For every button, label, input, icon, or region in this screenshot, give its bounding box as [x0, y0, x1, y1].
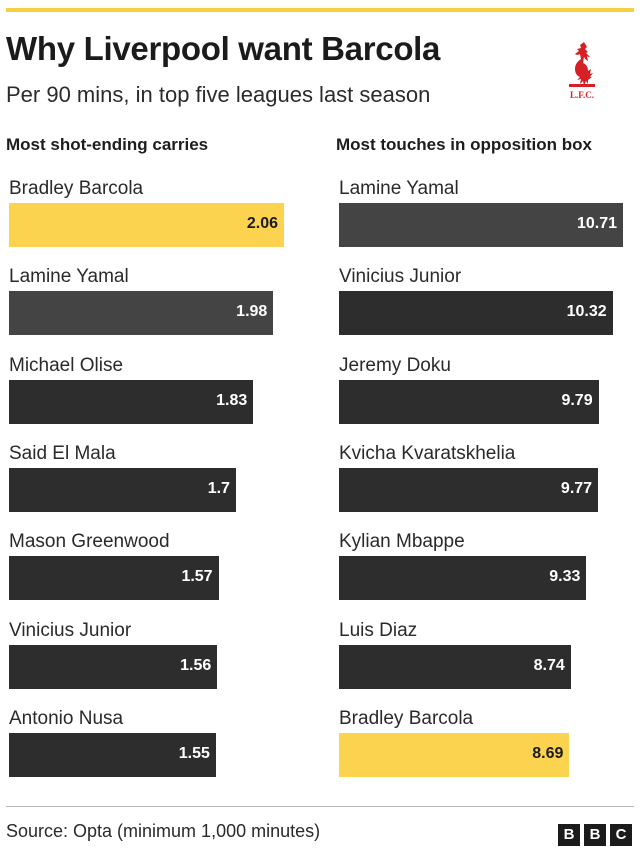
carries-player-label: Said El Mala [9, 442, 116, 464]
carries-bar: 1.98 [9, 291, 274, 336]
touches-value-label: 9.33 [549, 568, 581, 586]
touches-value-label: 10.71 [576, 215, 617, 232]
top-accent-rule [6, 8, 634, 12]
touches-player-label: Bradley Barcola [339, 707, 474, 729]
carries-bar: 2.06 [9, 203, 284, 247]
carries-bar: 1.7 [9, 467, 236, 512]
carries-player-label: Antonio Nusa [9, 707, 124, 729]
liverbird-crest-icon: L.F.C. [569, 42, 595, 100]
bbc-logo-letter: C [610, 824, 632, 846]
touches-bar: 9.33 [339, 556, 587, 601]
carries-player-label: Bradley Barcola [9, 178, 144, 199]
carries-bar: 1.83 [9, 379, 254, 424]
carries-bar: 1.55 [9, 732, 216, 777]
carries-value-label: 1.7 [207, 479, 230, 497]
carries-value-label: 1.98 [236, 303, 268, 321]
footer-rule [6, 806, 634, 807]
touches-bar: 9.79 [339, 379, 599, 424]
touches-bar: 10.71 [339, 203, 623, 247]
chart-title: Why Liverpool want Barcola [6, 30, 441, 67]
carries-value-label: 1.55 [178, 744, 210, 762]
carries-player-label: Mason Greenwood [9, 531, 170, 553]
carries-player-label: Lamine Yamal [9, 266, 129, 288]
bbc-logo: B B C [558, 824, 632, 846]
bbc-logo-letter: B [558, 824, 580, 846]
touches-bar: 9.77 [339, 467, 599, 512]
touches-bar: 10.32 [339, 291, 613, 336]
carries-bar: 1.56 [9, 644, 218, 689]
panel-title-touches: Most touches in opposition box [336, 135, 592, 154]
carries-value-label: 1.57 [181, 568, 213, 586]
touches-value-label: 8.69 [532, 744, 564, 762]
carries-value-label: 1.56 [180, 656, 212, 674]
crest-text: L.F.C. [570, 90, 594, 100]
touches-player-label: Luis Diaz [339, 619, 418, 641]
carries-bar: 1.57 [9, 556, 219, 601]
touches-player-label: Lamine Yamal [339, 178, 459, 199]
touches-bar: 8.74 [339, 644, 571, 689]
touches-value-label: 10.32 [566, 303, 607, 321]
touches-value-label: 9.79 [561, 391, 593, 409]
chart-subtitle: Per 90 mins, in top five leagues last se… [6, 82, 431, 107]
touches-value-label: 9.77 [560, 479, 593, 497]
touches-player-label: Kvicha Kvaratskhelia [339, 442, 516, 464]
carries-value-label: 1.83 [216, 391, 248, 409]
panel-title-carries: Most shot-ending carries [6, 135, 209, 154]
touches-player-label: Jeremy Doku [339, 354, 451, 376]
carries-player-label: Vinicius Junior [9, 619, 132, 641]
touches-bar: 8.69 [339, 732, 570, 777]
touches-player-label: Kylian Mbappe [339, 531, 465, 553]
carries-player-label: Michael Olise [9, 354, 124, 376]
bbc-logo-letter: B [584, 824, 606, 846]
touches-player-label: Vinicius Junior [339, 266, 462, 288]
carries-value-label: 2.06 [246, 215, 278, 232]
touches-value-label: 8.74 [533, 656, 565, 674]
source-note: Source: Opta (minimum 1,000 minutes) [6, 821, 321, 841]
